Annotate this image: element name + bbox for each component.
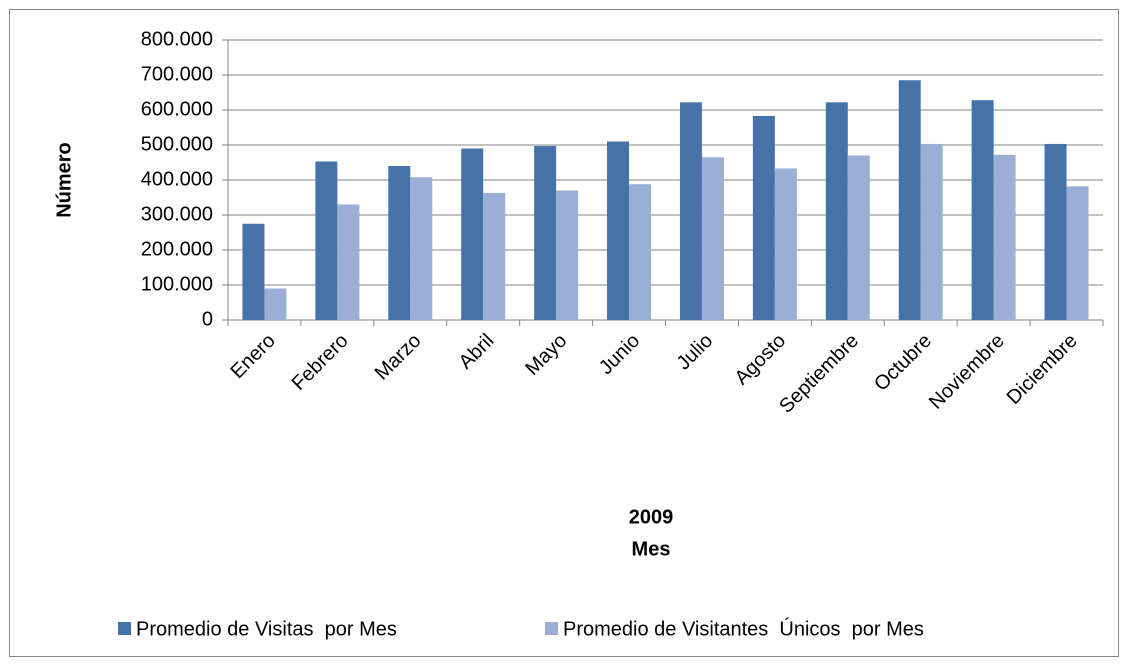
y-axis-title: Número bbox=[53, 142, 75, 218]
y-tick-label: 200.000 bbox=[141, 238, 213, 260]
bar bbox=[971, 100, 994, 320]
bar bbox=[1066, 186, 1089, 320]
bar bbox=[774, 168, 797, 320]
bar bbox=[679, 102, 702, 320]
legend-swatch bbox=[118, 622, 131, 635]
bar bbox=[898, 80, 921, 320]
y-tick-label: 600.000 bbox=[141, 98, 213, 120]
bar bbox=[752, 115, 775, 320]
bar bbox=[825, 102, 848, 320]
bar bbox=[337, 204, 360, 320]
bar bbox=[264, 288, 287, 320]
x-axis-title: 2009 bbox=[629, 506, 674, 528]
x-axis-title: Mes bbox=[632, 538, 671, 560]
bar bbox=[410, 177, 433, 320]
bar bbox=[847, 155, 870, 320]
bar bbox=[920, 143, 943, 320]
legend-label: Promedio de Visitas por Mes bbox=[136, 618, 397, 640]
y-tick-label: 400.000 bbox=[141, 168, 213, 190]
y-tick-label: 700.000 bbox=[141, 63, 213, 85]
y-tick-label: 0 bbox=[202, 308, 213, 330]
bar bbox=[1044, 143, 1067, 320]
legend-label: Promedio de Visitantes Únicos por Mes bbox=[563, 617, 924, 640]
bar bbox=[461, 148, 484, 320]
bar bbox=[388, 166, 411, 320]
bar bbox=[534, 146, 557, 320]
y-tick-label: 800.000 bbox=[141, 28, 213, 50]
bar bbox=[629, 184, 652, 320]
bar bbox=[556, 190, 579, 320]
bar bbox=[483, 192, 506, 320]
bar bbox=[315, 161, 338, 320]
chart-border bbox=[9, 9, 1119, 657]
y-tick-label: 300.000 bbox=[141, 203, 213, 225]
bar bbox=[701, 157, 724, 320]
y-tick-label: 100.000 bbox=[141, 273, 213, 295]
y-tick-label: 500.000 bbox=[141, 133, 213, 155]
bar bbox=[242, 223, 265, 320]
bar bbox=[993, 154, 1016, 320]
legend-swatch bbox=[545, 622, 558, 635]
bar bbox=[607, 141, 630, 320]
